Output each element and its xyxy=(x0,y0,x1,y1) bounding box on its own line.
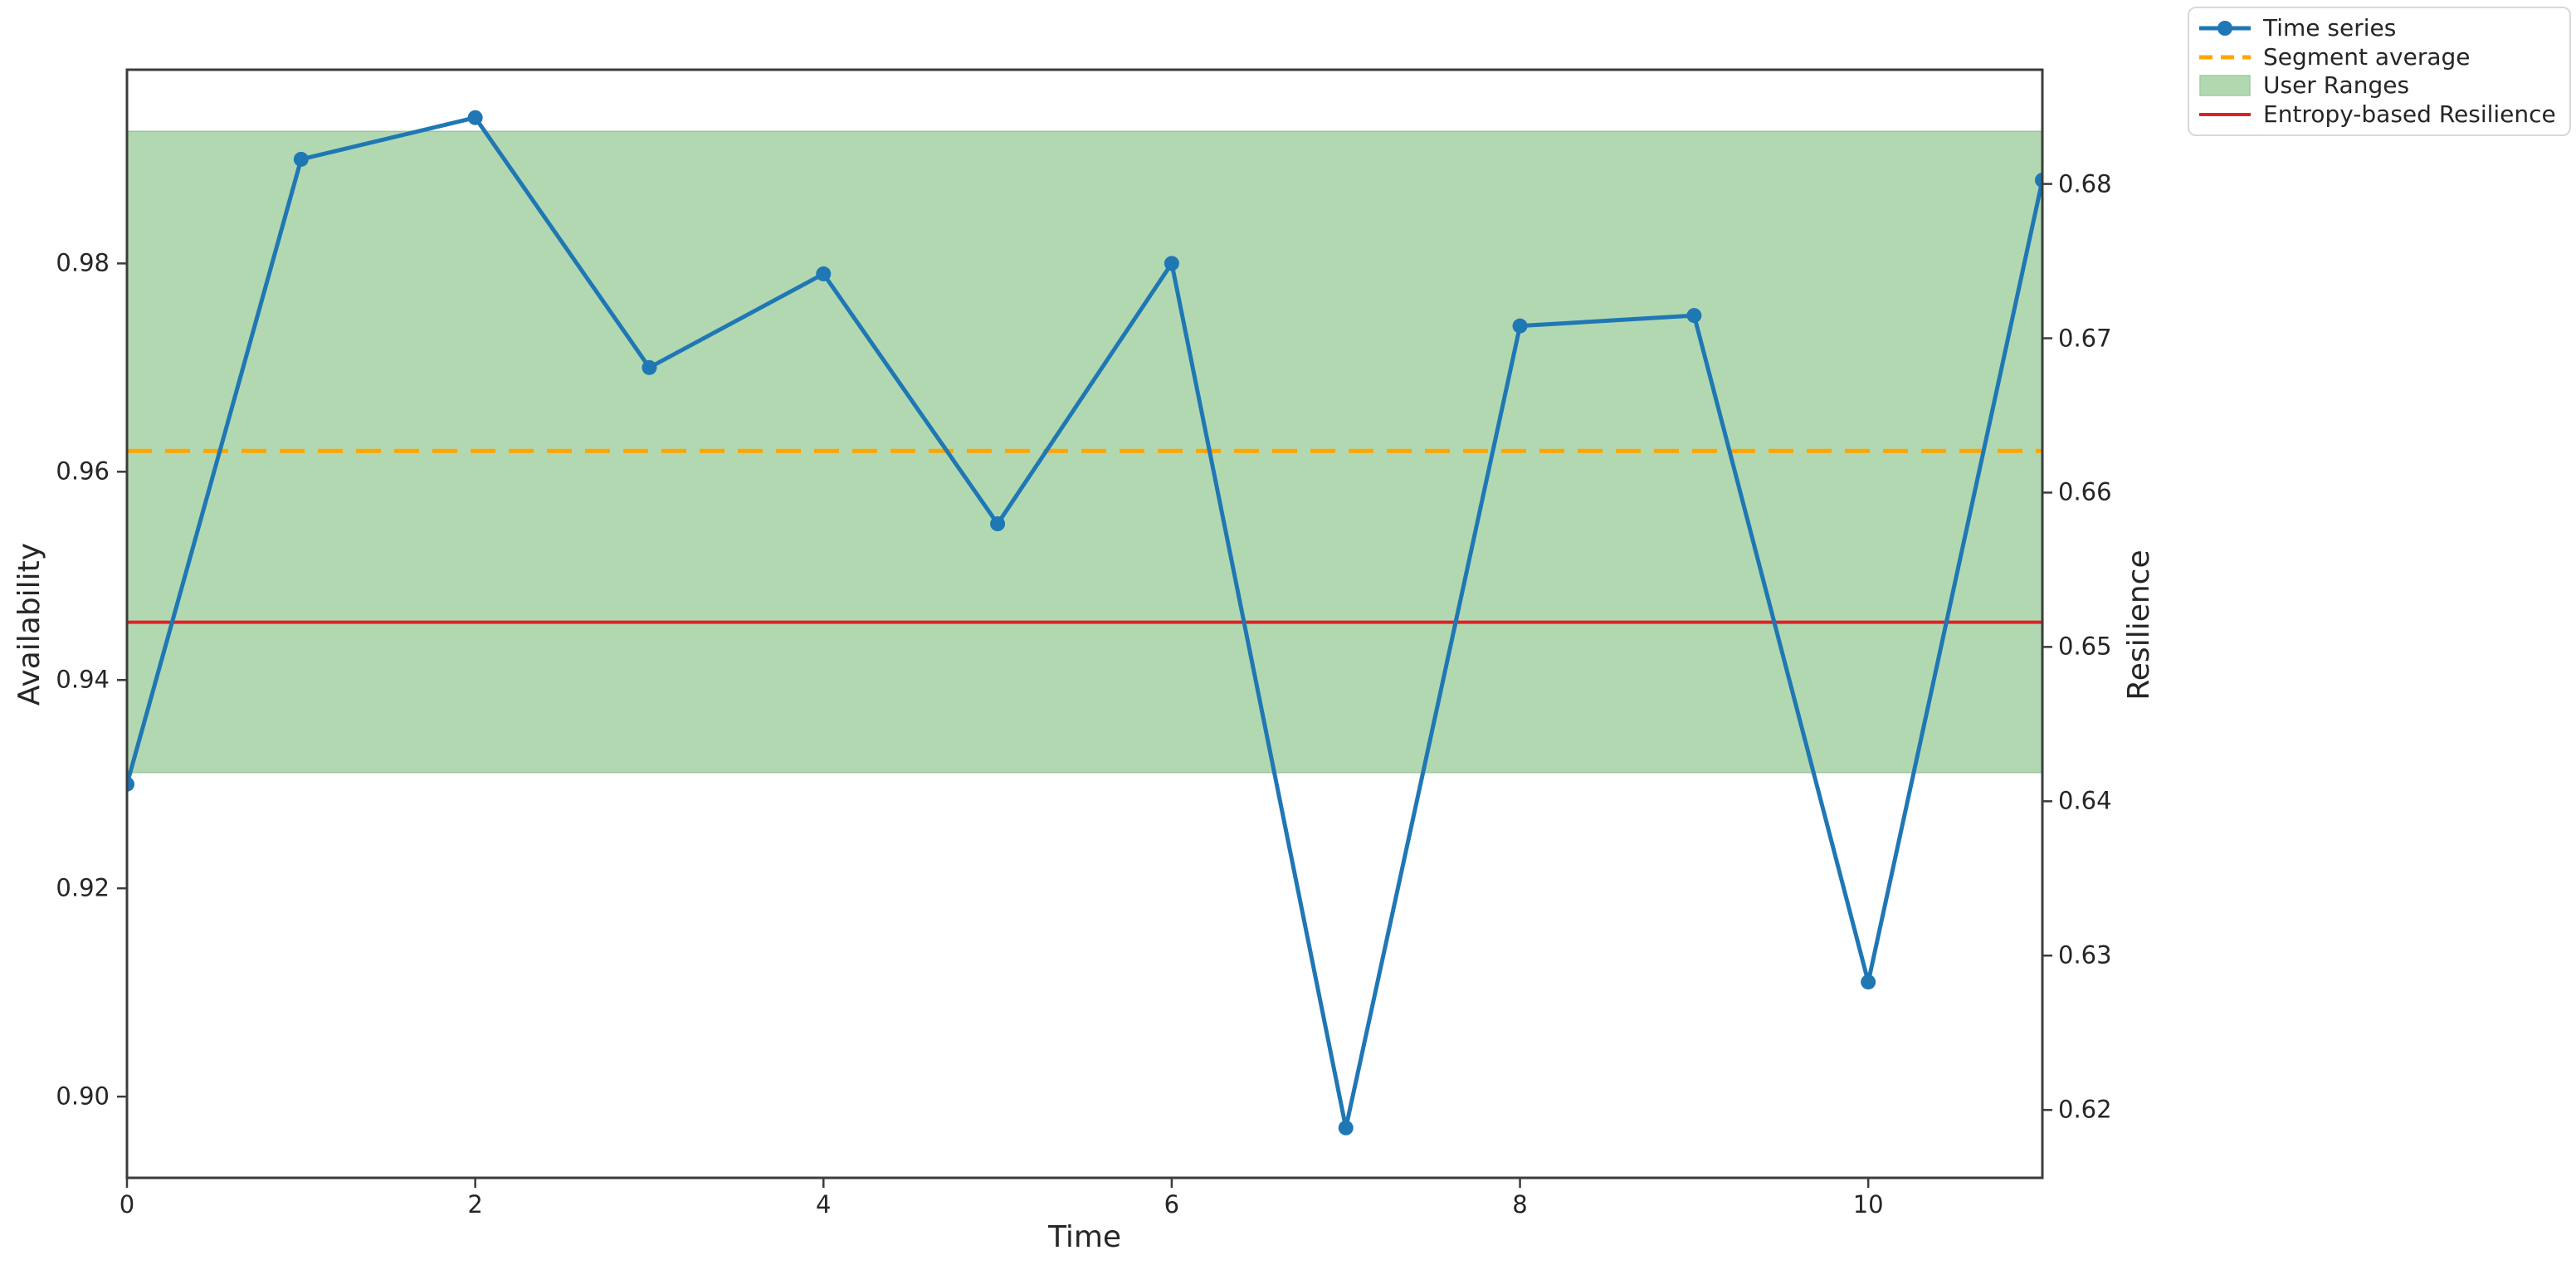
line-swatch-icon xyxy=(2199,112,2251,116)
dashed-line-swatch-icon xyxy=(2199,55,2251,60)
x-axis-label: Time xyxy=(1047,1220,1122,1254)
y-tick-label-left: 0.92 xyxy=(56,873,110,902)
data-point xyxy=(293,151,309,167)
x-tick-label: 10 xyxy=(1852,1190,1884,1219)
data-point xyxy=(127,776,134,792)
y-tick-label-right: 0.65 xyxy=(2058,632,2112,661)
y-axis-label-left: Availability xyxy=(12,542,46,706)
x-tick-label: 4 xyxy=(816,1190,832,1219)
y-tick-label-right: 0.64 xyxy=(2058,786,2112,815)
data-point xyxy=(1861,974,1876,990)
legend-item: Segment average xyxy=(2199,42,2559,71)
time-series-line xyxy=(127,115,2042,1131)
data-point xyxy=(816,266,832,281)
x-tick-label: 2 xyxy=(467,1190,483,1219)
data-layer xyxy=(127,110,2042,1136)
legend-item-label: Time series xyxy=(2263,14,2397,42)
legend-item-label: Segment average xyxy=(2263,42,2471,71)
data-point xyxy=(2035,173,2042,188)
data-point xyxy=(642,359,657,375)
y-tick-label-right: 0.68 xyxy=(2058,169,2112,198)
legend: Time series Segment average User Ranges Ent… xyxy=(2188,7,2571,136)
y-tick-label-left: 0.96 xyxy=(56,457,110,486)
data-point xyxy=(990,516,1006,532)
y-tick-label-right: 0.67 xyxy=(2058,324,2112,353)
y-tick-label-left: 0.98 xyxy=(56,248,110,277)
y-axis-label-right: Resilience xyxy=(2122,549,2156,701)
patch-swatch-icon xyxy=(2199,75,2251,96)
x-tick-label: 6 xyxy=(1164,1190,1180,1219)
y-tick-label-left: 0.94 xyxy=(56,665,110,694)
y-tick-label-right: 0.66 xyxy=(2058,477,2112,506)
legend-item: Time series xyxy=(2199,17,2559,40)
data-point xyxy=(467,110,483,125)
axes-spines xyxy=(125,68,2044,1180)
legend-item: User Ranges xyxy=(2199,74,2559,97)
x-tick-label: 8 xyxy=(1512,1190,1528,1219)
legend-item-label: User Ranges xyxy=(2263,71,2410,100)
y-tick-label-right: 0.63 xyxy=(2058,940,2112,970)
data-point xyxy=(1338,1120,1354,1136)
data-point xyxy=(1512,318,1528,334)
legend-item: Entropy-based Resilience xyxy=(2199,100,2559,128)
line-marker-swatch-icon xyxy=(2199,21,2251,37)
data-point xyxy=(1164,256,1179,271)
x-tick-label: 0 xyxy=(119,1190,135,1219)
y-tick-label-right: 0.62 xyxy=(2058,1095,2112,1124)
y-tick-label-left: 0.90 xyxy=(56,1082,110,1111)
data-point xyxy=(1686,308,1702,324)
legend-item-label: Entropy-based Resilience xyxy=(2263,100,2556,128)
